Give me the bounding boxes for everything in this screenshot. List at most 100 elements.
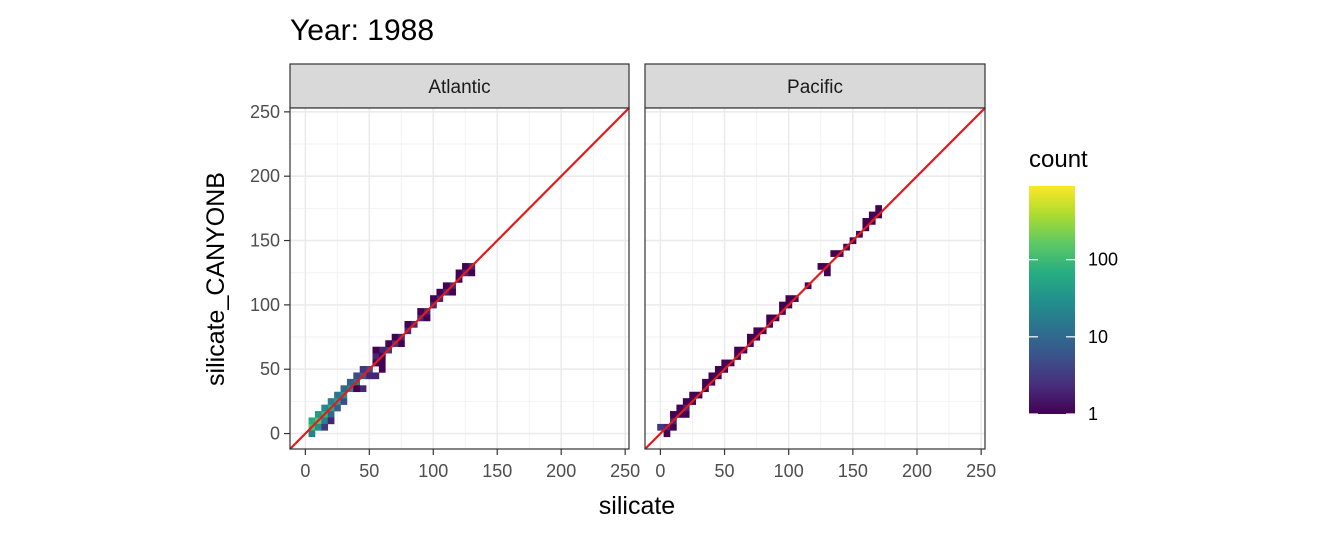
heatmap-bin	[308, 430, 316, 438]
heatmap-bin	[468, 269, 476, 277]
heatmap-bin	[785, 295, 793, 302]
x-tick-label: 0	[655, 461, 665, 481]
heatmap-bin	[657, 423, 664, 431]
heatmap-bin	[327, 417, 335, 425]
heatmap-bin	[462, 263, 469, 270]
strip-label-atlantic: Atlantic	[428, 77, 490, 98]
heatmap-bin	[766, 314, 773, 322]
panel-border	[289, 107, 630, 450]
colorbar	[1029, 186, 1075, 414]
heatmap-bin	[378, 359, 386, 367]
legend-title: count	[1029, 146, 1088, 173]
heatmap-bin	[663, 430, 671, 438]
heatmap-bin	[378, 366, 386, 373]
x-tick-label: 100	[774, 461, 804, 481]
heatmap-bin	[823, 269, 831, 277]
x-tick-label: 150	[838, 461, 868, 481]
heatmap-bin	[346, 378, 354, 386]
heatmap-bin	[449, 288, 456, 296]
heatmap-bin	[442, 282, 450, 290]
heatmap-bin	[314, 411, 322, 418]
y-tick-label: 100	[250, 295, 280, 315]
heatmap-bin	[340, 398, 348, 405]
heatmap-bin	[747, 333, 754, 341]
heatmap-bin	[670, 411, 677, 418]
x-axis: 0 50 100 150 200 250	[655, 449, 996, 481]
y-tick-label: 0	[270, 424, 280, 444]
heatmap-bin	[455, 269, 463, 277]
heatmap-bin	[353, 385, 361, 393]
heatmap-bin	[372, 346, 380, 354]
heatmap-bin	[689, 391, 696, 399]
heatmap-bin	[875, 205, 883, 212]
y-tick-label: 150	[250, 231, 280, 251]
legend: count 1 10 100	[1029, 146, 1118, 424]
panel-pacific: Pacific 0 50 100 150 200 250	[644, 63, 996, 481]
heatmap-bin	[334, 391, 341, 399]
heatmap-bin	[417, 308, 424, 315]
heatmap-bin	[314, 423, 322, 431]
heatmap-bin	[430, 295, 437, 302]
x-tick-label: 100	[418, 461, 448, 481]
heatmap-bin	[359, 366, 367, 373]
y-axis: 0 50 100 150 200 250	[250, 102, 290, 444]
heatmap-bin	[670, 423, 677, 431]
heatmap-bin	[398, 340, 405, 347]
reference-line	[289, 107, 630, 450]
heatmap-bin	[436, 288, 444, 296]
x-axis: 0 50 100 150 200 250	[300, 449, 640, 481]
heatmap-bin	[734, 346, 741, 354]
heatmap-bin	[404, 320, 412, 328]
heatmap-bin	[366, 372, 373, 380]
x-tick-label: 50	[359, 461, 379, 481]
heatmap-bin	[372, 372, 380, 380]
heatmap-bin	[682, 398, 690, 405]
x-axis-title: silicate	[599, 492, 675, 520]
y-tick-label: 200	[250, 166, 280, 186]
panel-atlantic: Atlantic 0 50 100 150 200 250 0 50 100 150 200 250	[250, 63, 640, 481]
strip-label-pacific: Pacific	[787, 77, 843, 98]
heatmap-bin	[817, 263, 825, 270]
heatmap-bin	[682, 411, 690, 418]
y-tick-label: 50	[260, 359, 280, 379]
heatmap-bin	[830, 250, 838, 257]
x-tick-label: 200	[902, 461, 932, 481]
gridlines	[645, 108, 985, 449]
legend-tick-label: 1	[1088, 404, 1098, 424]
heatmap-bin	[862, 218, 870, 225]
heatmap-bin	[308, 417, 316, 425]
legend-tick-label: 100	[1088, 250, 1118, 270]
heatmap-bin	[676, 404, 684, 412]
heatmap-bin	[868, 211, 876, 219]
x-tick-label: 50	[715, 461, 735, 481]
reference-line	[644, 107, 986, 450]
heatmap-bin	[321, 404, 329, 412]
heatmap-bin	[321, 423, 329, 431]
heatmap-bin	[327, 398, 335, 405]
heatmap-bin	[353, 372, 361, 380]
y-axis-title: silicate_CANYONB	[202, 172, 230, 386]
heatmap-bin	[385, 340, 392, 347]
x-tick-label: 200	[546, 461, 576, 481]
heatmap-bin	[721, 359, 729, 367]
legend-tick-label: 10	[1088, 327, 1108, 347]
heatmap-bin	[378, 346, 386, 354]
heatmap-bin	[423, 314, 431, 322]
x-tick-label: 150	[482, 461, 512, 481]
heatmap-bin	[391, 333, 399, 341]
x-tick-label: 250	[966, 461, 996, 481]
x-tick-label: 0	[300, 461, 310, 481]
y-tick-label: 250	[250, 102, 280, 122]
strip-background	[289, 63, 630, 109]
heatmap-bin	[714, 366, 722, 373]
heatmap-bin	[340, 385, 348, 393]
gridlines	[290, 108, 629, 449]
heatmap-bin	[334, 404, 341, 412]
panel-border	[644, 107, 986, 450]
heatmap-bin	[321, 417, 329, 425]
heatmap-bin	[708, 372, 716, 380]
x-tick-label: 250	[610, 461, 640, 481]
heatmap-bin	[327, 411, 335, 418]
heatmap-bin	[779, 301, 786, 309]
